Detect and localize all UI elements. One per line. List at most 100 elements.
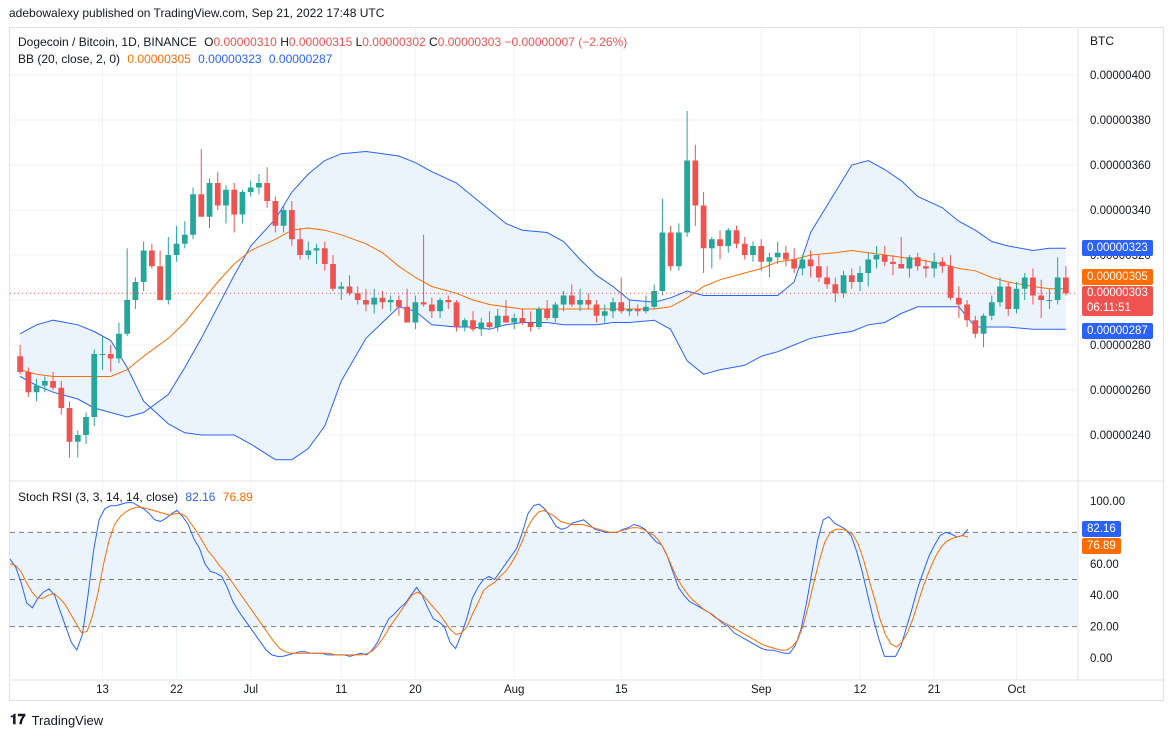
candle-body <box>346 286 353 294</box>
bb-lower-value: 0.00000287 <box>268 52 333 66</box>
candle-body <box>931 261 938 269</box>
candle-body <box>824 277 830 285</box>
candle-body <box>848 275 855 282</box>
candle-body <box>396 300 402 307</box>
candle-body <box>214 183 221 206</box>
candle-body <box>708 239 715 249</box>
candle-body <box>873 255 880 260</box>
bb-upper-line <box>19 150 1066 418</box>
candle-body <box>536 309 542 327</box>
candle-body <box>470 320 476 330</box>
candle-body <box>527 322 534 327</box>
candle-body <box>988 302 995 316</box>
candle-body <box>461 320 468 327</box>
last-price-badge: 0.00000303 06:11:51 <box>1082 286 1153 316</box>
rsi-label[interactable]: Stoch RSI (3, 3, 14, 14, close) <box>18 490 179 504</box>
footer-brand: TradingView <box>31 712 104 728</box>
rsi-k-badge: 82.16 <box>1082 521 1121 537</box>
bb-basis-badge: 0.00000305 <box>1082 269 1153 285</box>
rsi-d-badge: 76.89 <box>1082 538 1121 554</box>
candle-body <box>25 372 32 393</box>
candle-body <box>33 385 40 393</box>
candle-body <box>741 243 748 255</box>
candle-body <box>1021 277 1028 289</box>
bb-lower-line <box>19 306 1066 461</box>
candle-body <box>651 291 658 307</box>
candle-body <box>923 266 929 269</box>
candle-body <box>206 183 213 217</box>
candle-body <box>832 284 839 294</box>
candle-body <box>486 322 493 327</box>
candle-body <box>881 255 888 262</box>
time-tick-label: Jul <box>243 684 258 696</box>
price-tick-label: 0.00000260 <box>1090 385 1151 397</box>
candle-body <box>379 297 386 303</box>
candle-body <box>634 309 641 312</box>
candle-body <box>223 189 229 206</box>
last-price-value: 0.00000303 <box>1087 287 1148 299</box>
open-label: O <box>204 35 214 49</box>
candle-body <box>256 183 262 188</box>
candle-body <box>643 306 649 312</box>
time-tick-label: Aug <box>504 684 524 696</box>
candle-body <box>840 275 847 294</box>
candle-body <box>750 246 756 255</box>
candle-body <box>964 304 970 321</box>
candle-body <box>140 250 147 282</box>
candle-body <box>247 187 254 192</box>
high-label: H <box>280 35 289 49</box>
bb-label[interactable]: BB (20, close, 2, 0) <box>18 52 121 66</box>
publisher-header: adebowalexy published on TradingView.com… <box>9 6 385 20</box>
candle-body <box>124 300 131 334</box>
candle-body <box>1013 288 1020 309</box>
time-tick-label: 12 <box>854 684 867 696</box>
change-value: −0.00000007 (−2.26%) <box>504 35 628 49</box>
time-tick-label: Oct <box>1008 684 1027 696</box>
candle-body <box>890 261 896 264</box>
candle-body <box>58 387 65 408</box>
candle-body <box>280 210 287 226</box>
time-tick-label: 21 <box>928 684 941 696</box>
candle-body <box>264 183 271 201</box>
candle-body <box>766 257 773 262</box>
candle-body <box>717 239 723 246</box>
candle-body <box>914 257 921 267</box>
candle-body <box>758 246 765 262</box>
candle-body <box>799 259 806 269</box>
rsi-line-d <box>9 506 969 656</box>
price-tick-label: 0.00000400 <box>1090 70 1151 82</box>
candle-body <box>231 189 238 215</box>
candle-body <box>1030 277 1036 296</box>
candle-body <box>363 300 369 305</box>
currency-label: BTC <box>1090 34 1114 48</box>
candle-body <box>815 266 822 278</box>
candle-body <box>1046 300 1053 301</box>
candle-body <box>684 160 690 233</box>
candle-body <box>116 333 122 359</box>
chart-frame[interactable] <box>9 27 1164 701</box>
tradingview-footer[interactable]: 𝟏𝟕 TradingView <box>10 712 103 728</box>
candle-body <box>593 304 600 316</box>
candle-body <box>338 286 345 289</box>
price-tick-label: 0.00000380 <box>1090 115 1151 127</box>
candle-body <box>297 239 303 255</box>
candle-body <box>857 273 863 282</box>
candle-body <box>610 302 616 312</box>
bb-upper-value: 0.00000323 <box>198 52 262 66</box>
bar-countdown: 06:11:51 <box>1087 302 1131 314</box>
candle-body <box>667 232 674 267</box>
low-value: 0.00000302 <box>362 35 426 49</box>
candle-body <box>511 318 518 323</box>
symbol-label[interactable]: Dogecoin / Bitcoin, 1D, BINANCE <box>18 35 197 49</box>
candle-body <box>190 194 196 235</box>
time-tick-label: 13 <box>96 684 109 696</box>
candle-body <box>519 318 526 323</box>
candle-body <box>659 232 666 291</box>
candle-body <box>173 243 180 255</box>
candle-body <box>791 259 798 269</box>
price-tick-label: 0.00000360 <box>1090 160 1151 172</box>
candle-body <box>618 302 625 312</box>
rsi-tick-label: 20.00 <box>1090 622 1119 634</box>
candle-body <box>371 297 378 305</box>
